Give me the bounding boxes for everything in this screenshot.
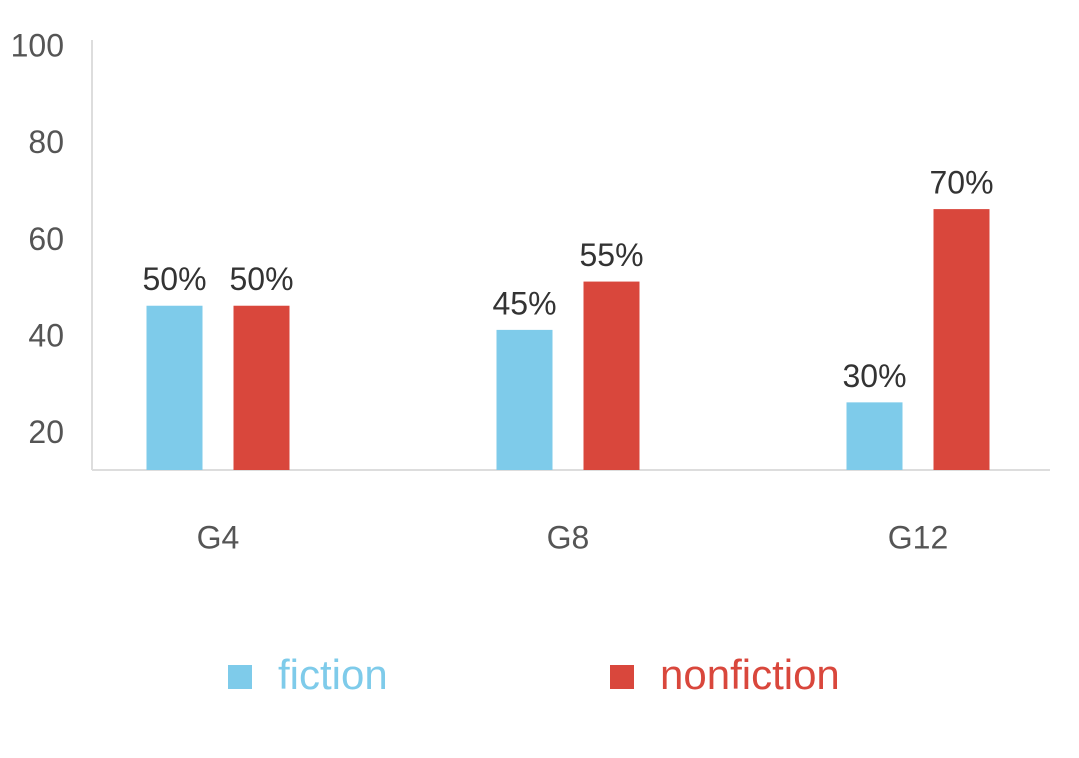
y-tick-label: 60: [28, 221, 64, 257]
bar: [846, 402, 903, 470]
data-label: 30%: [842, 358, 906, 394]
legend-swatch: [610, 665, 634, 689]
bar: [496, 329, 553, 470]
data-label: 50%: [229, 261, 293, 297]
bar: [146, 305, 203, 470]
bar: [583, 281, 640, 470]
y-tick-label: 100: [11, 28, 64, 64]
data-label: 55%: [579, 237, 643, 273]
x-tick-label: G8: [547, 519, 590, 555]
bar: [233, 305, 290, 470]
y-tick-label: 40: [28, 317, 64, 353]
legend-swatch: [228, 665, 252, 689]
x-tick-label: G4: [197, 519, 240, 555]
data-label: 45%: [492, 285, 556, 321]
legend-label: nonfiction: [660, 651, 840, 698]
data-label: 70%: [929, 165, 993, 201]
bar: [933, 209, 990, 470]
y-tick-label: 20: [28, 414, 64, 450]
data-label: 50%: [142, 261, 206, 297]
x-tick-label: G12: [888, 519, 948, 555]
legend-label: fiction: [278, 651, 388, 698]
y-tick-label: 80: [28, 124, 64, 160]
